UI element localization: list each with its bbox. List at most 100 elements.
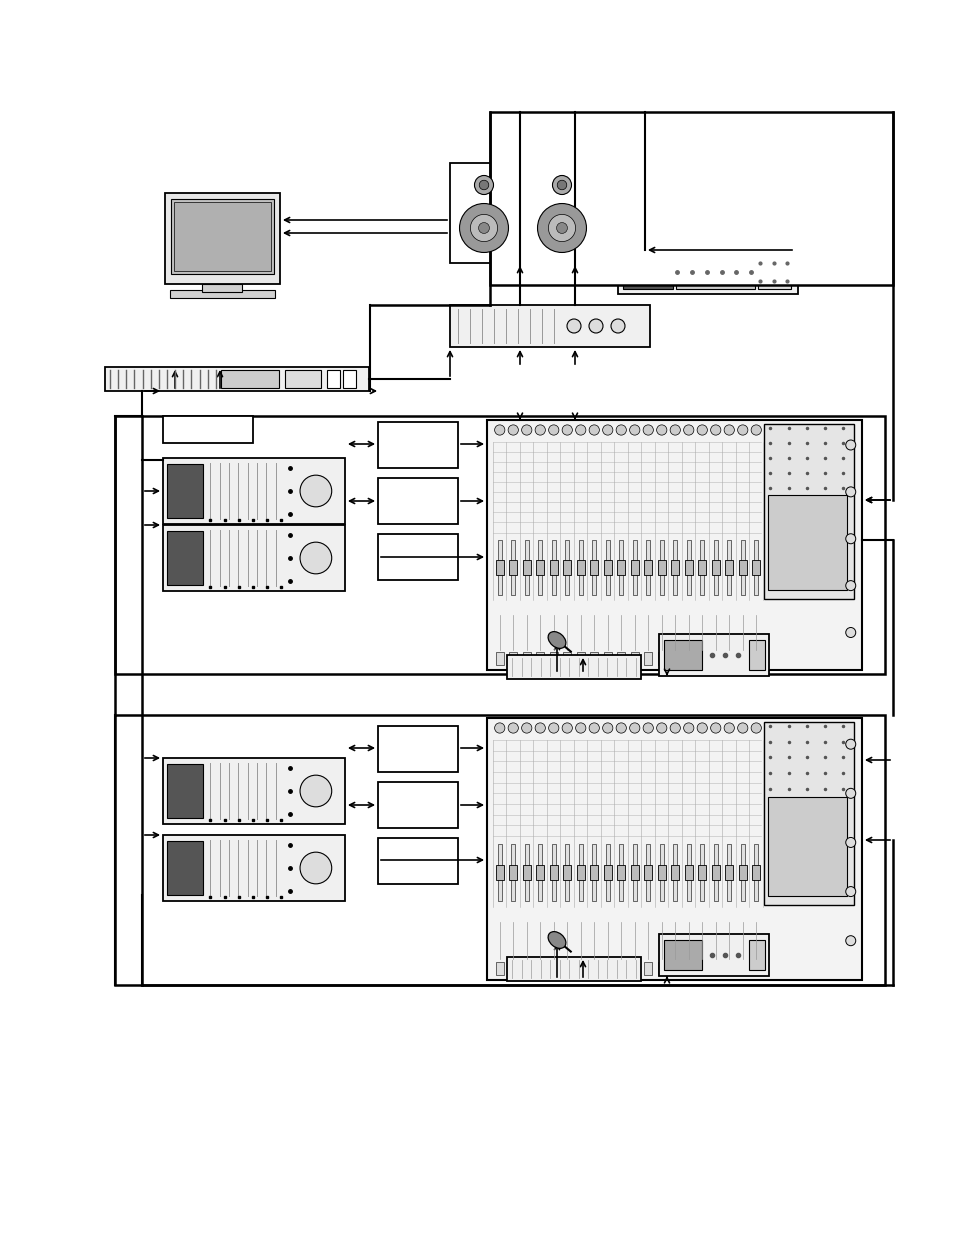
- Circle shape: [602, 425, 612, 435]
- Circle shape: [610, 319, 624, 333]
- Bar: [617, 559, 624, 576]
- Bar: [671, 559, 679, 576]
- Bar: [738, 864, 746, 881]
- Bar: [603, 864, 611, 881]
- Bar: [603, 559, 611, 576]
- Circle shape: [697, 425, 706, 435]
- Bar: [163, 416, 253, 443]
- Bar: [592, 540, 596, 595]
- Bar: [643, 864, 652, 881]
- Bar: [105, 367, 369, 391]
- Circle shape: [521, 425, 532, 435]
- Bar: [527, 163, 596, 263]
- Bar: [754, 844, 758, 902]
- Bar: [751, 652, 760, 664]
- Bar: [740, 844, 744, 902]
- Bar: [221, 370, 279, 388]
- Bar: [590, 652, 598, 664]
- Bar: [643, 962, 652, 974]
- Bar: [686, 540, 690, 595]
- Bar: [630, 652, 639, 664]
- Bar: [724, 652, 733, 664]
- Circle shape: [508, 425, 517, 435]
- Bar: [486, 718, 862, 981]
- Bar: [377, 534, 457, 580]
- Bar: [549, 962, 558, 974]
- Bar: [524, 844, 528, 902]
- Bar: [497, 844, 501, 902]
- Bar: [711, 864, 720, 881]
- Bar: [173, 203, 271, 270]
- Bar: [167, 764, 203, 818]
- Bar: [686, 844, 690, 902]
- Bar: [165, 193, 280, 284]
- Bar: [590, 962, 598, 974]
- Circle shape: [508, 722, 517, 734]
- Bar: [671, 864, 679, 881]
- Circle shape: [845, 534, 855, 543]
- Circle shape: [575, 425, 585, 435]
- Circle shape: [537, 204, 586, 252]
- Bar: [562, 962, 571, 974]
- Circle shape: [737, 425, 747, 435]
- Bar: [618, 249, 797, 294]
- Bar: [577, 559, 584, 576]
- Bar: [711, 559, 720, 576]
- Bar: [577, 864, 584, 881]
- Circle shape: [616, 722, 626, 734]
- Circle shape: [845, 487, 855, 496]
- Bar: [509, 962, 517, 974]
- Circle shape: [300, 776, 332, 806]
- Bar: [377, 478, 457, 524]
- Bar: [506, 957, 640, 981]
- Circle shape: [602, 722, 612, 734]
- Circle shape: [845, 580, 855, 590]
- Circle shape: [300, 475, 332, 506]
- Bar: [551, 844, 556, 902]
- Bar: [509, 652, 517, 664]
- Circle shape: [656, 425, 666, 435]
- Bar: [590, 559, 598, 576]
- Circle shape: [845, 936, 855, 946]
- Bar: [643, 652, 652, 664]
- Circle shape: [697, 722, 706, 734]
- Bar: [748, 640, 763, 671]
- Bar: [590, 864, 598, 881]
- Bar: [726, 844, 731, 902]
- Circle shape: [710, 722, 720, 734]
- Bar: [115, 416, 884, 674]
- Ellipse shape: [548, 931, 565, 948]
- Bar: [497, 540, 501, 595]
- Bar: [562, 864, 571, 881]
- Bar: [170, 290, 274, 298]
- Bar: [645, 844, 650, 902]
- Bar: [751, 864, 760, 881]
- Bar: [617, 962, 624, 974]
- Bar: [768, 495, 846, 590]
- Circle shape: [521, 722, 532, 734]
- Bar: [522, 652, 530, 664]
- Bar: [605, 844, 609, 902]
- Circle shape: [566, 319, 580, 333]
- Bar: [377, 839, 457, 884]
- Bar: [163, 458, 345, 524]
- Bar: [763, 722, 854, 905]
- Circle shape: [629, 425, 639, 435]
- Bar: [578, 844, 582, 902]
- Bar: [673, 540, 677, 595]
- Bar: [618, 540, 622, 595]
- Circle shape: [723, 722, 734, 734]
- Bar: [509, 559, 517, 576]
- Circle shape: [589, 425, 598, 435]
- Bar: [549, 559, 558, 576]
- Circle shape: [557, 180, 566, 190]
- Bar: [537, 844, 541, 902]
- Bar: [645, 540, 650, 595]
- Bar: [564, 540, 569, 595]
- Bar: [284, 370, 321, 388]
- Bar: [711, 962, 720, 974]
- Bar: [490, 112, 892, 285]
- Bar: [630, 559, 639, 576]
- Bar: [632, 844, 636, 902]
- Circle shape: [556, 222, 567, 233]
